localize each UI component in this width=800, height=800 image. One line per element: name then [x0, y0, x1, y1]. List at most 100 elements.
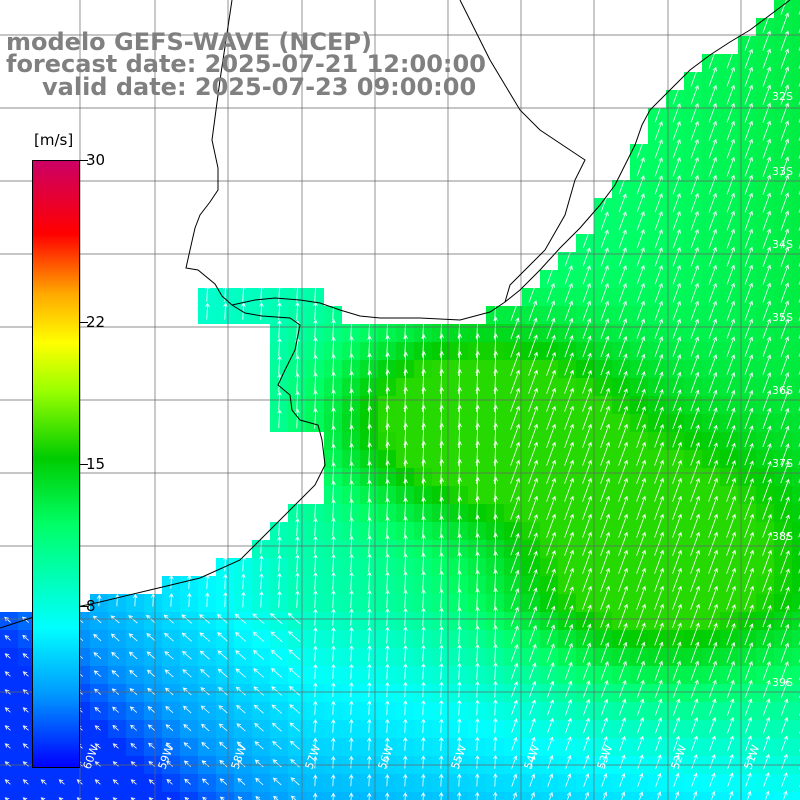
wind-arrow [528, 662, 537, 680]
wind-arrow [781, 772, 788, 788]
wind-arrow [331, 590, 336, 608]
wind-arrow [367, 626, 372, 644]
wind-arrow [582, 335, 592, 358]
wind-arrow [690, 192, 699, 213]
wind-arrow [546, 300, 556, 321]
wind-arrow [618, 405, 628, 430]
wind-arrow [690, 264, 699, 285]
wind-arrow [493, 643, 498, 663]
wind-arrow [708, 264, 717, 285]
wind-arrow [295, 572, 300, 590]
wind-cell [792, 36, 800, 54]
wind-arrow [726, 228, 735, 249]
wind-cell [792, 252, 800, 270]
wind-arrow [439, 736, 444, 751]
wind-arrow [780, 679, 789, 699]
wind-arrow [708, 531, 718, 556]
wind-arrow [475, 551, 480, 573]
wind-arrow [618, 265, 627, 285]
wind-arrow [493, 569, 498, 591]
wind-arrow [367, 589, 372, 608]
wind-arrow [618, 513, 628, 538]
wind-arrow [726, 48, 735, 69]
wind-arrow [744, 354, 754, 375]
wind-arrow [636, 603, 646, 628]
wind-arrow [403, 755, 408, 769]
wind-arrow [728, 790, 734, 800]
wind-arrow [493, 550, 498, 574]
wind-arrow [223, 591, 228, 608]
wind-arrow [600, 604, 610, 628]
wind-arrow [147, 724, 156, 731]
wind-arrow [439, 699, 444, 716]
wind-arrow [403, 516, 408, 537]
wind-arrow [205, 302, 210, 320]
wind-arrow [439, 644, 444, 662]
wind-arrow [254, 722, 264, 732]
wind-arrow [94, 725, 101, 731]
wind-arrow [708, 120, 717, 141]
wind-arrow [709, 754, 716, 770]
wind-cell [792, 18, 800, 36]
wind-arrow [528, 423, 538, 448]
wind-arrow [241, 284, 246, 302]
wind-arrow [708, 156, 717, 177]
wind-arrow [475, 606, 480, 627]
wind-arrow [546, 624, 556, 645]
wind-arrow [331, 443, 336, 465]
wind-arrow [546, 441, 556, 466]
wind-arrow [331, 571, 336, 590]
wind-arrow [223, 302, 228, 320]
wind-arrow [636, 336, 646, 357]
wind-arrow [421, 534, 426, 555]
wind-arrow [672, 210, 681, 231]
wind-arrow [780, 623, 790, 645]
wind-arrow [744, 228, 753, 249]
wind-arrow [762, 264, 772, 285]
wind-arrow [762, 48, 772, 69]
wind-arrow [654, 679, 663, 699]
wind-arrow [600, 531, 610, 556]
wind-arrow [200, 687, 210, 696]
wind-arrow [690, 407, 700, 430]
wind-arrow [726, 660, 735, 681]
wind-arrow [690, 660, 699, 681]
wind-arrow [528, 317, 538, 340]
wind-arrow [349, 700, 354, 715]
wind-arrow [582, 531, 592, 556]
wind-arrow [164, 651, 174, 660]
wind-arrow [636, 679, 645, 699]
wind-arrow [421, 718, 426, 733]
wind-arrow [403, 718, 408, 733]
wind-arrow [510, 351, 520, 376]
wind-arrow [457, 496, 462, 520]
latitude-label: 34S [772, 238, 793, 251]
wind-cell [792, 360, 800, 378]
wind-arrow [780, 192, 790, 213]
wind-arrow [618, 549, 628, 574]
wind-arrow [403, 626, 408, 644]
wind-arrow [421, 607, 426, 627]
wind-arrow [528, 606, 538, 627]
wind-arrow [331, 737, 336, 751]
wind-arrow [780, 138, 790, 159]
wind-arrow [690, 567, 700, 592]
wind-arrow [654, 353, 664, 375]
wind-arrow [259, 554, 264, 572]
wind-arrow [708, 318, 717, 339]
wind-arrow [654, 371, 664, 394]
wind-arrow [200, 668, 210, 678]
wind-arrow [475, 736, 480, 751]
wind-arrow [22, 761, 29, 767]
wind-arrow [708, 282, 717, 303]
wind-arrow [529, 736, 536, 751]
wind-arrow [600, 370, 610, 394]
latitude-label: 36S [772, 384, 793, 397]
wind-arrow [618, 282, 627, 303]
wind-arrow [313, 499, 318, 519]
wind-arrow [690, 622, 700, 646]
wind-arrow [313, 682, 318, 698]
wind-arrow [618, 641, 628, 663]
wind-arrow [254, 741, 264, 750]
wind-arrow [726, 585, 736, 610]
